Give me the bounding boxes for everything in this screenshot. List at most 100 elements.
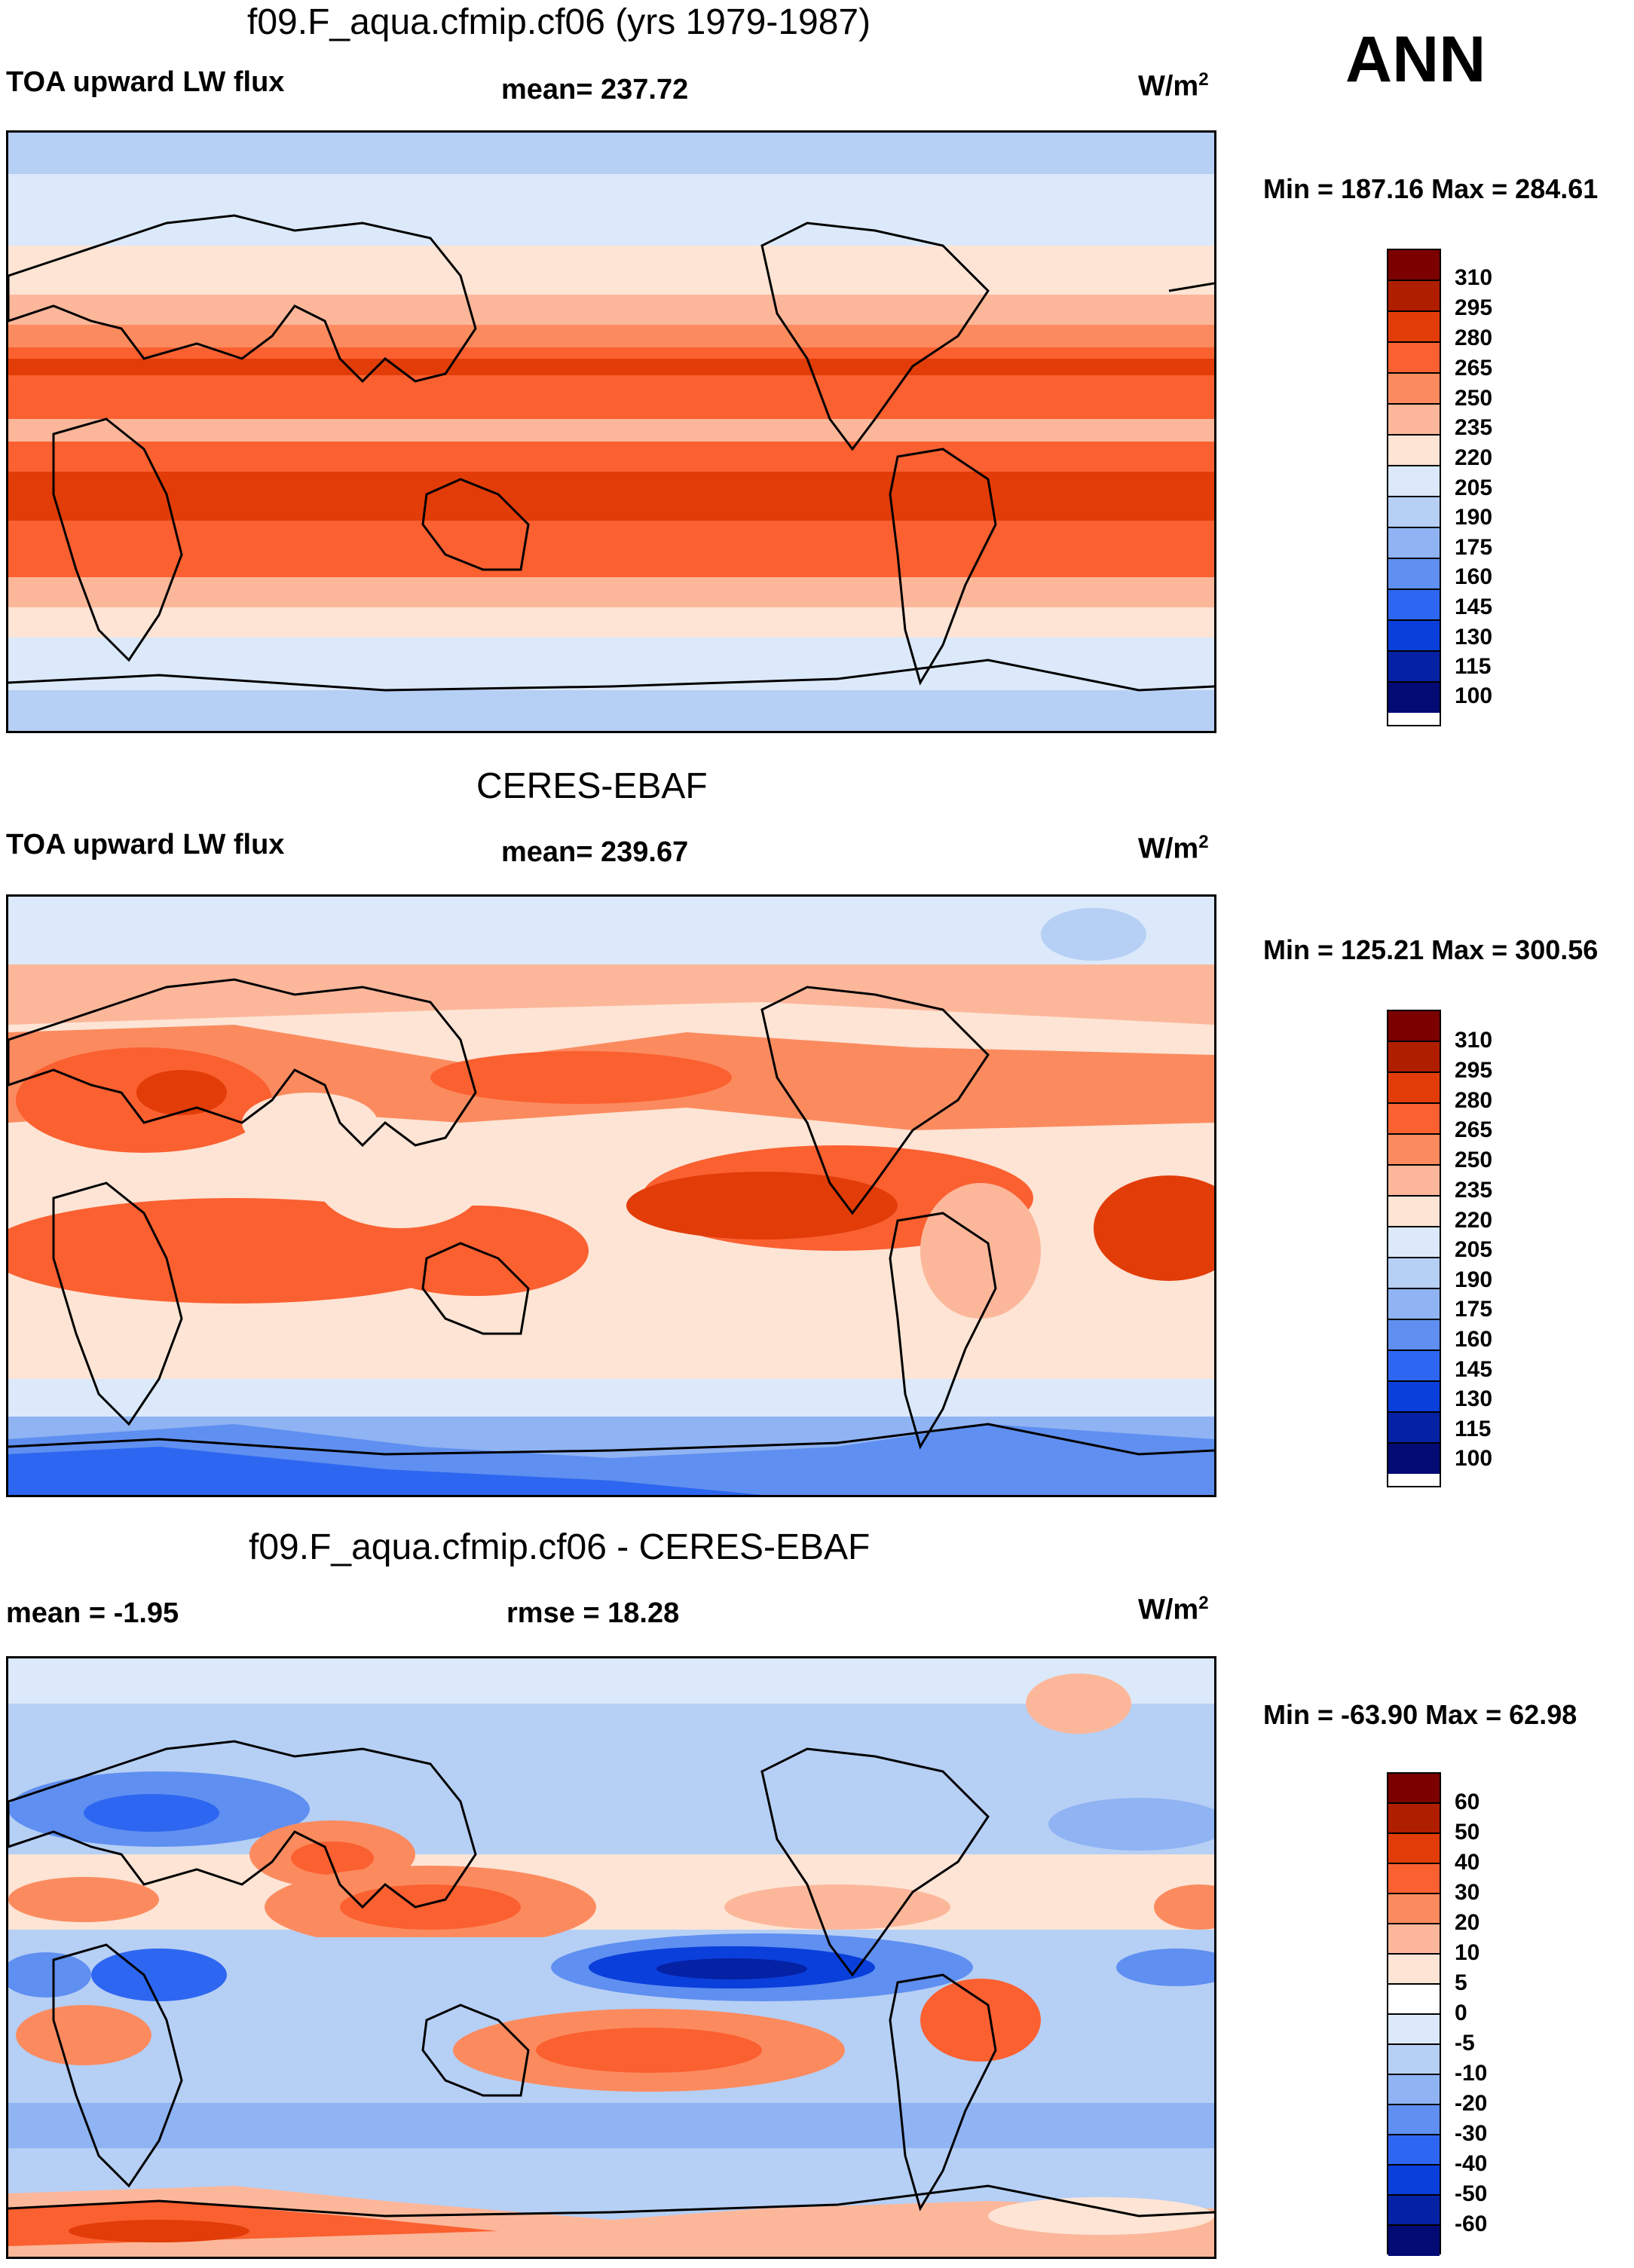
panel1-tick-label: 115 — [1455, 654, 1492, 679]
panel1-tick-label: 250 — [1455, 386, 1493, 411]
panel1-swatch-5 — [1388, 374, 1440, 405]
panel3-tick-label: -5 — [1455, 2031, 1475, 2056]
panel2-mean-label: mean= 239.67 — [501, 836, 689, 868]
panel3-tick-label: -40 — [1455, 2151, 1488, 2176]
panel2-swatch-7 — [1388, 1197, 1440, 1227]
panel2-variable-label: TOA upward LW flux — [6, 829, 285, 860]
panel3-units: W/m2 — [1138, 1593, 1209, 1626]
panel3-tick-label: 5 — [1455, 1970, 1467, 1995]
panel3-title: f09.F_aqua.cfmip.cf06 - CERES-EBAF — [249, 1527, 871, 1567]
panel3-swatch-12 — [1388, 2105, 1440, 2135]
panel3-mean-label: mean = -1.95 — [6, 1597, 179, 1629]
panel1-tick-label: 310 — [1455, 265, 1493, 290]
panel2-swatch-13 — [1388, 1382, 1440, 1413]
panel2-tick-label: 100 — [1455, 1446, 1493, 1471]
panel2-minmax: Min = 125.21 Max = 300.56 — [1263, 934, 1599, 965]
panel1-tick-label: 265 — [1455, 356, 1493, 381]
panel1-swatch-3 — [1388, 312, 1440, 343]
panel3-swatch-8 — [1388, 1985, 1440, 2015]
panel2-swatch-12 — [1388, 1351, 1440, 1382]
panel3-swatch-10 — [1388, 2045, 1440, 2075]
panel2-swatch-3 — [1388, 1073, 1440, 1104]
panel1-swatch-13 — [1388, 621, 1440, 652]
panel2-swatch-15 — [1388, 1444, 1440, 1474]
panel3-tick-label: 10 — [1455, 1940, 1480, 1965]
panel3-minmax: Min = -63.90 Max = 62.98 — [1263, 1699, 1577, 1730]
panel1-minmax: Min = 187.16 Max = 284.61 — [1263, 173, 1599, 204]
panel2-tick-label: 175 — [1455, 1297, 1493, 1322]
panel2-swatch-11 — [1388, 1320, 1440, 1351]
panel1-tick-label: 160 — [1455, 564, 1493, 589]
panel3-swatch-14 — [1388, 2166, 1440, 2196]
panel3-colorbar — [1387, 1772, 1441, 2256]
panel3-swatch-15 — [1388, 2196, 1440, 2226]
panel1-swatch-6 — [1388, 405, 1440, 436]
panel3-tick-label: 0 — [1455, 2001, 1467, 2025]
panel2-tick-label: 205 — [1455, 1237, 1493, 1262]
panel1-tick-label: 220 — [1455, 445, 1493, 470]
panel2-tick-label: 220 — [1455, 1208, 1493, 1233]
panel1-tick-label: 100 — [1455, 683, 1493, 708]
panel2-swatch-4 — [1388, 1104, 1440, 1135]
panel1-variable-label: TOA upward LW flux — [6, 66, 285, 98]
panel3-tick-label: 60 — [1455, 1790, 1480, 1814]
panel3-tick-label: 30 — [1455, 1880, 1480, 1905]
panel2-swatch-10 — [1388, 1289, 1440, 1320]
panel3-tick-label: -20 — [1455, 2091, 1488, 2116]
panel1-units: W/m2 — [1138, 69, 1209, 102]
panel2-swatch-5 — [1388, 1135, 1440, 1166]
panel1-swatch-1 — [1388, 250, 1440, 281]
panel3-swatch-4 — [1388, 1864, 1440, 1894]
panel3-swatch-9 — [1388, 2015, 1440, 2045]
panel2-tick-label: 265 — [1455, 1117, 1493, 1142]
panel2-tick-label: 145 — [1455, 1357, 1493, 1382]
panel3-rmse-label: rmse = 18.28 — [506, 1597, 680, 1629]
panel2-tick-label: 250 — [1455, 1148, 1493, 1172]
panel1-map — [6, 130, 1216, 733]
panel2-colorbar — [1387, 1010, 1441, 1487]
panel3-tick-label: 40 — [1455, 1850, 1480, 1875]
panel3-tick-label: -10 — [1455, 2061, 1488, 2086]
panel1-swatch-2 — [1388, 281, 1440, 312]
panel2-units: W/m2 — [1138, 832, 1209, 865]
panel2-swatch-1 — [1388, 1011, 1440, 1042]
panel1-tick-label: 175 — [1455, 535, 1493, 560]
panel1-swatch-7 — [1388, 436, 1440, 466]
panel3-swatch-13 — [1388, 2135, 1440, 2166]
panel3-tick-label: -60 — [1455, 2211, 1488, 2236]
panel2-tick-label: 235 — [1455, 1178, 1493, 1203]
panel2-tick-label: 190 — [1455, 1267, 1493, 1292]
panel2-swatch-6 — [1388, 1166, 1440, 1197]
panel2-title: CERES-EBAF — [476, 766, 708, 806]
panel2-swatch-14 — [1388, 1413, 1440, 1444]
panel1-tick-label: 295 — [1455, 295, 1493, 320]
panel3-swatch-5 — [1388, 1894, 1440, 1924]
panel1-swatch-8 — [1388, 466, 1440, 497]
panel1-mean-label: mean= 237.72 — [501, 74, 689, 105]
panel1-swatch-9 — [1388, 497, 1440, 528]
panel2-tick-label: 160 — [1455, 1327, 1493, 1352]
panel3-swatch-11 — [1388, 2075, 1440, 2105]
panel2-swatch-8 — [1388, 1227, 1440, 1258]
panel2-tick-label: 310 — [1455, 1028, 1493, 1053]
panel3-tick-label: -50 — [1455, 2181, 1488, 2206]
panel1-title: f09.F_aqua.cfmip.cf06 (yrs 1979-1987) — [247, 2, 871, 42]
panel1-swatch-10 — [1388, 528, 1440, 559]
panel2-swatch-2 — [1388, 1042, 1440, 1073]
panel1-colorbar — [1387, 249, 1441, 726]
panel1-tick-label: 280 — [1455, 326, 1493, 350]
panel3-swatch-3 — [1388, 1834, 1440, 1864]
panel2-tick-label: 280 — [1455, 1088, 1493, 1113]
panel1-swatch-4 — [1388, 343, 1440, 374]
panel1-tick-label: 190 — [1455, 505, 1493, 530]
panel2-tick-label: 295 — [1455, 1058, 1493, 1083]
panel3-swatch-2 — [1388, 1804, 1440, 1834]
panel1-tick-label: 205 — [1455, 475, 1493, 500]
panel2-swatch-9 — [1388, 1258, 1440, 1289]
panel1-swatch-11 — [1388, 559, 1440, 590]
panel3-swatch-1 — [1388, 1774, 1440, 1804]
panel2-map — [6, 894, 1216, 1497]
panel3-tick-label: -30 — [1455, 2121, 1488, 2146]
panel3-tick-label: 50 — [1455, 1820, 1480, 1845]
panel3-swatch-6 — [1388, 1924, 1440, 1955]
